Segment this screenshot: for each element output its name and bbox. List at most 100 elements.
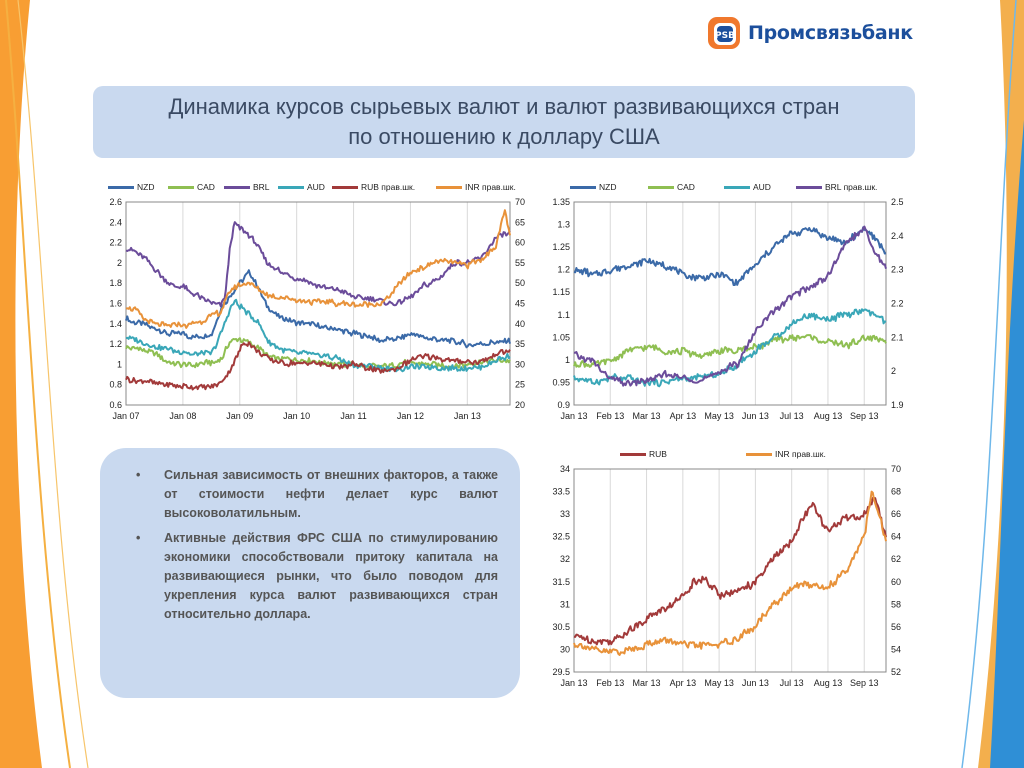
left-tick-label: 30 [560,644,570,654]
left-tick-label: 0.9 [557,400,570,410]
left-tick-label: 1.1 [557,310,570,320]
right-tick-label: 2.3 [891,265,904,275]
series-line-rub [573,496,887,646]
x-tick-label: Jan 10 [283,411,310,421]
legend-item-aud: AUD [278,182,325,192]
legend-item-rub: RUB прав.шк. [332,182,415,192]
right-tick-label: 60 [891,577,901,587]
x-tick-label: Jul 13 [780,411,804,421]
right-tick-label: 40 [515,319,525,329]
x-tick-label: Jan 13 [560,411,587,421]
left-tick-label: 2.4 [109,217,122,227]
left-tick-label: 0.95 [552,377,570,387]
series-line-aud [573,308,887,388]
right-tick-label: 1.9 [891,400,904,410]
right-tick-label: 2 [891,366,896,376]
x-tick-label: Feb 13 [596,678,624,688]
legend-item-brl: BRL прав.шк. [796,182,877,192]
right-tick-label: 2.5 [891,197,904,207]
chart-legend: RUB INR прав.шк. [540,447,910,461]
right-tick-label: 2.1 [891,332,904,342]
right-tick-label: 30 [515,359,525,369]
left-tick-label: 1.6 [109,299,122,309]
plot-frame [125,201,511,406]
x-tick-label: May 13 [704,678,734,688]
chart-long-term: NZD CAD BRL AUD RUB прав.шк. INR прав.шк… [100,180,540,430]
left-tick-label: 2.2 [109,238,122,248]
left-tick-label: 31.5 [552,577,570,587]
series-line-brl [125,221,511,308]
right-tick-label: 62 [891,554,901,564]
left-tick-label: 0.6 [109,400,122,410]
series-line-brl [573,225,887,387]
series-line-rub [125,341,511,391]
x-tick-label: Jan 12 [397,411,424,421]
chart-legend: NZD CAD BRL AUD RUB прав.шк. INR прав.шк… [100,180,540,194]
left-tick-label: 1.8 [109,278,122,288]
legend-item-brl: BRL [224,182,270,192]
left-tick-label: 32.5 [552,532,570,542]
legend-item-nzd: NZD [570,182,616,192]
chart-plot: Jan 13 Feb 13 Mar 13 Apr 13 May 13 Jun 13 Jul … [552,464,901,688]
series-line-inr [125,209,511,329]
legend-item-rub: RUB [620,449,667,459]
left-tick-label: 2.6 [109,197,122,207]
legend-item-inr: INR прав.шк. [746,449,826,459]
left-tick-label: 30.5 [552,622,570,632]
series-line-nzd [125,269,511,349]
right-tick-label: 70 [891,464,901,474]
x-tick-label: Jan 09 [226,411,253,421]
right-tick-label: 2.2 [891,299,904,309]
bullet-list: Сильная зависимость от внешних факторов,… [100,448,520,623]
series-line-cad [573,334,887,368]
legend-item-nzd: NZD [108,182,154,192]
legend-item-cad: CAD [168,182,215,192]
right-tick-label: 45 [515,299,525,309]
left-tick-label: 34 [560,464,570,474]
series-line-inr [573,490,887,656]
plot-frame [573,201,887,406]
psb-logo-icon: PSB [708,17,740,49]
x-tick-label: Jan 13 [454,411,481,421]
bullet-item: Активные действия ФРС США по стимулирова… [130,529,498,623]
left-tick-label: 33.5 [552,487,570,497]
chart-plot: Jan 07 Jan 08 Jan 09 Jan 10 Jan 11 Jan 12 Jan … [109,197,525,421]
left-tick-label: 33 [560,509,570,519]
left-tick-label: 31 [560,599,570,609]
svg-text:PSB: PSB [715,31,735,41]
right-tick-label: 66 [891,509,901,519]
right-tick-label: 58 [891,599,901,609]
legend-item-aud: AUD [724,182,771,192]
x-tick-label: Feb 13 [596,411,624,421]
left-tick-label: 1.15 [552,287,570,297]
right-tick-label: 68 [891,487,901,497]
left-tick-label: 1 [565,355,570,365]
x-tick-label: Apr 13 [670,678,697,688]
right-tick-label: 2.4 [891,231,904,241]
left-tick-label: 1.05 [552,332,570,342]
bullet-item: Сильная зависимость от внешних факторов,… [130,466,498,522]
right-tick-label: 70 [515,197,525,207]
left-tick-label: 32 [560,554,570,564]
plot-frame [573,468,887,673]
right-tick-label: 60 [515,238,525,248]
chart-2013-rub-inr: RUB INR прав.шк. Jan 13 Feb 13 Mar 13 Apr 1… [540,447,910,700]
right-tick-label: 20 [515,400,525,410]
right-tick-label: 56 [891,622,901,632]
series-line-aud [125,298,511,373]
right-tick-label: 50 [515,278,525,288]
left-tick-label: 1 [117,359,122,369]
left-tick-label: 1.35 [552,197,570,207]
right-tick-label: 65 [515,217,525,227]
right-tick-label: 25 [515,380,525,390]
right-tick-label: 52 [891,667,901,677]
x-tick-label: Jun 13 [742,678,769,688]
left-tick-label: 29.5 [552,667,570,677]
right-tick-label: 64 [891,532,901,542]
brand-name: Промсвязьбанк [748,22,913,44]
title-line-2: по отношению к доллару США [348,124,660,149]
brand-logo: PSB Промсвязьбанк [706,13,913,53]
left-tick-label: 1.2 [109,339,122,349]
bullet-panel: Сильная зависимость от внешних факторов,… [100,448,520,698]
